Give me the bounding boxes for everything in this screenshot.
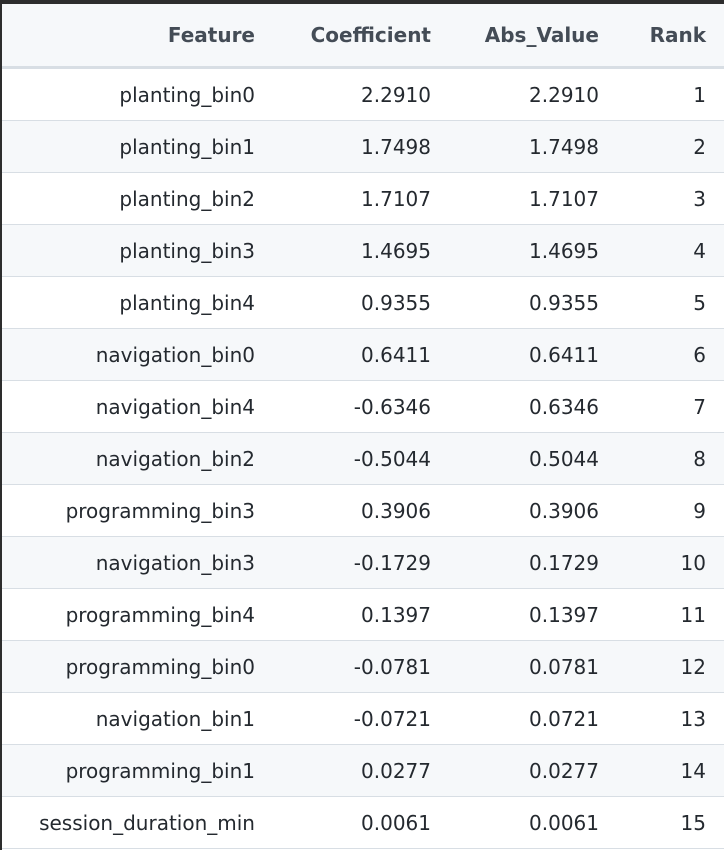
table-row: session_duration_min 0.0061 0.0061 15: [2, 796, 724, 849]
cell-coefficient: 1.4695: [279, 224, 455, 277]
cell-rank: 2: [623, 120, 724, 173]
cell-abs-value: 0.5044: [455, 432, 623, 485]
cell-feature: planting_bin1: [2, 120, 279, 173]
cell-rank: 14: [623, 744, 724, 797]
cell-coefficient: 0.1397: [279, 588, 455, 641]
cell-coefficient: 2.2910: [279, 67, 455, 121]
cell-coefficient: 0.6411: [279, 328, 455, 381]
cell-rank: 11: [623, 588, 724, 641]
cell-rank: 8: [623, 432, 724, 485]
cell-abs-value: 0.3906: [455, 484, 623, 537]
cell-rank: 4: [623, 224, 724, 277]
feature-coefficients-table: Feature Coefficient Abs_Value Rank plant…: [2, 4, 724, 849]
cell-abs-value: 2.2910: [455, 67, 623, 121]
window-top-border: [0, 0, 724, 4]
cell-coefficient: -0.0721: [279, 692, 455, 745]
cell-feature: planting_bin2: [2, 172, 279, 225]
cell-abs-value: 0.1397: [455, 588, 623, 641]
cell-rank: 6: [623, 328, 724, 381]
table-row: programming_bin0 -0.0781 0.0781 12: [2, 640, 724, 693]
cell-abs-value: 1.7498: [455, 120, 623, 173]
table-row: programming_bin4 0.1397 0.1397 11: [2, 588, 724, 641]
cell-coefficient: 0.9355: [279, 276, 455, 329]
cell-rank: 7: [623, 380, 724, 433]
cell-feature: programming_bin0: [2, 640, 279, 693]
cell-coefficient: 0.0061: [279, 796, 455, 849]
cell-abs-value: 0.0277: [455, 744, 623, 797]
cell-rank: 10: [623, 536, 724, 589]
cell-abs-value: 1.7107: [455, 172, 623, 225]
cell-coefficient: -0.0781: [279, 640, 455, 693]
cell-rank: 1: [623, 67, 724, 121]
table-row: navigation_bin1 -0.0721 0.0721 13: [2, 692, 724, 745]
table-row: planting_bin3 1.4695 1.4695 4: [2, 224, 724, 277]
column-header-abs-value[interactable]: Abs_Value: [455, 4, 623, 69]
cell-coefficient: 0.3906: [279, 484, 455, 537]
cell-feature: programming_bin1: [2, 744, 279, 797]
table-row: planting_bin1 1.7498 1.7498 2: [2, 120, 724, 173]
cell-feature: navigation_bin2: [2, 432, 279, 485]
window-left-border: [0, 4, 2, 850]
table-row: navigation_bin4 -0.6346 0.6346 7: [2, 380, 724, 433]
cell-coefficient: 1.7107: [279, 172, 455, 225]
cell-coefficient: -0.5044: [279, 432, 455, 485]
cell-coefficient: 1.7498: [279, 120, 455, 173]
cell-coefficient: -0.6346: [279, 380, 455, 433]
cell-feature: planting_bin0: [2, 67, 279, 121]
cell-rank: 12: [623, 640, 724, 693]
table-row: programming_bin3 0.3906 0.3906 9: [2, 484, 724, 537]
column-header-feature[interactable]: Feature: [2, 4, 279, 69]
table-header: Feature Coefficient Abs_Value Rank: [2, 4, 724, 69]
table-row: planting_bin4 0.9355 0.9355 5: [2, 276, 724, 329]
cell-abs-value: 1.4695: [455, 224, 623, 277]
cell-feature: programming_bin3: [2, 484, 279, 537]
cell-feature: navigation_bin0: [2, 328, 279, 381]
column-header-coefficient[interactable]: Coefficient: [279, 4, 455, 69]
cell-rank: 15: [623, 796, 724, 849]
table-row: planting_bin0 2.2910 2.2910 1: [2, 67, 724, 121]
cell-abs-value: 0.6346: [455, 380, 623, 433]
cell-abs-value: 0.9355: [455, 276, 623, 329]
cell-feature: planting_bin3: [2, 224, 279, 277]
table-row: navigation_bin3 -0.1729 0.1729 10: [2, 536, 724, 589]
cell-feature: programming_bin4: [2, 588, 279, 641]
header-row: Feature Coefficient Abs_Value Rank: [2, 4, 724, 69]
cell-abs-value: 0.1729: [455, 536, 623, 589]
table-row: planting_bin2 1.7107 1.7107 3: [2, 172, 724, 225]
table-row: navigation_bin2 -0.5044 0.5044 8: [2, 432, 724, 485]
cell-feature: session_duration_min: [2, 796, 279, 849]
cell-abs-value: 0.0061: [455, 796, 623, 849]
cell-rank: 5: [623, 276, 724, 329]
cell-rank: 13: [623, 692, 724, 745]
cell-feature: navigation_bin3: [2, 536, 279, 589]
cell-abs-value: 0.0721: [455, 692, 623, 745]
cell-feature: navigation_bin4: [2, 380, 279, 433]
table-body: planting_bin0 2.2910 2.2910 1 planting_bin1 1…: [2, 67, 724, 849]
cell-abs-value: 0.6411: [455, 328, 623, 381]
cell-abs-value: 0.0781: [455, 640, 623, 693]
cell-rank: 9: [623, 484, 724, 537]
cell-rank: 3: [623, 172, 724, 225]
cell-feature: navigation_bin1: [2, 692, 279, 745]
cell-feature: planting_bin4: [2, 276, 279, 329]
cell-coefficient: -0.1729: [279, 536, 455, 589]
table-row: navigation_bin0 0.6411 0.6411 6: [2, 328, 724, 381]
column-header-rank[interactable]: Rank: [623, 4, 724, 69]
table-row: programming_bin1 0.0277 0.0277 14: [2, 744, 724, 797]
cell-coefficient: 0.0277: [279, 744, 455, 797]
